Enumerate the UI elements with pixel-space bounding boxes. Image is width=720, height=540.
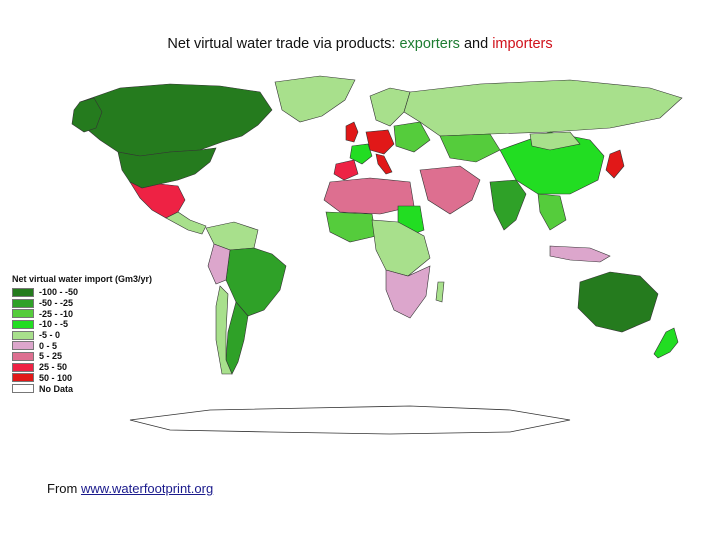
legend-item: -10 - -5 [12, 319, 152, 330]
central-europe-region [365, 129, 395, 155]
legend-item: No Data [12, 383, 152, 394]
southeast-asia-region [537, 193, 567, 231]
legend-label: -50 - -25 [39, 298, 74, 309]
legend-swatch [12, 351, 34, 361]
chile-region [215, 285, 233, 375]
italy-region [375, 153, 393, 175]
peru-region [207, 243, 231, 285]
legend-swatch [12, 287, 34, 297]
legend-label: -5 - 0 [39, 330, 61, 341]
legend-swatch [12, 341, 34, 351]
legend-label: -100 - -50 [39, 287, 79, 298]
source-link[interactable]: www.waterfootprint.org [80, 481, 214, 496]
legend-swatch [12, 298, 34, 308]
alaska-region [71, 97, 103, 133]
legend-item: -25 - -10 [12, 308, 152, 319]
legend-label: 25 - 50 [39, 362, 68, 373]
slide-title: Net virtual water trade via products: ex… [0, 36, 720, 52]
legend-label: 5 - 25 [39, 351, 63, 362]
middle-east-region [419, 165, 481, 215]
india-region [489, 179, 527, 231]
canada-region [79, 83, 273, 157]
title-exporters: exporters [399, 36, 460, 52]
legend-label: -10 - -5 [39, 319, 69, 330]
map-legend: Net virtual water import (Gm3/yr) -100 -… [12, 274, 152, 394]
legend-label: No Data [39, 383, 74, 394]
france-region [349, 143, 373, 165]
legend-swatch [12, 362, 34, 372]
legend-item: -5 - 0 [12, 330, 152, 341]
legend-title: Net virtual water import (Gm3/yr) [12, 274, 153, 284]
legend-item: -50 - -25 [12, 298, 152, 309]
legend-rows: -100 - -50 -50 - -25 -25 - -10 -10 - -5 -5 -… [12, 287, 152, 394]
russia-region [403, 79, 683, 137]
eastern-europe-region [393, 121, 431, 153]
legend-swatch [12, 384, 34, 394]
japan-region [605, 149, 625, 179]
footer-prefix: From [47, 481, 78, 496]
mexico-region [129, 181, 186, 219]
legend-swatch [12, 309, 34, 319]
scandinavia-region [369, 87, 411, 127]
west-africa-region [325, 211, 377, 243]
legend-item: -100 - -50 [12, 287, 152, 298]
legend-swatch [12, 373, 34, 383]
title-prefix: Net virtual water trade via products: [167, 36, 396, 52]
new-zealand-region [653, 327, 679, 359]
source-footer: From www.waterfootprint.org [47, 481, 213, 496]
legend-label: -25 - -10 [39, 308, 74, 319]
legend-item: 5 - 25 [12, 351, 152, 362]
legend-label: 50 - 100 [39, 372, 73, 383]
legend-swatch [12, 319, 34, 329]
iberia-region [333, 159, 359, 181]
antarctica-region [129, 405, 571, 435]
legend-item: 50 - 100 [12, 373, 152, 384]
world-map [71, 75, 683, 435]
central-america-region [165, 211, 207, 235]
title-importers: importers [492, 36, 553, 52]
southern-africa-region [385, 265, 431, 319]
mongolia-region [529, 131, 581, 151]
title-and: and [463, 36, 489, 52]
legend-item: 0 - 5 [12, 340, 152, 351]
argentina-region [225, 301, 249, 375]
kazakhstan-region [439, 133, 501, 163]
brazil-region [225, 247, 287, 317]
uk-region [345, 121, 359, 143]
central-africa-region [371, 219, 431, 277]
greenland-region [274, 75, 356, 123]
indonesia-region [549, 245, 611, 263]
madagascar-region [435, 281, 445, 303]
australia-region [577, 271, 659, 333]
north-africa-region [323, 177, 415, 215]
legend-swatch [12, 330, 34, 340]
legend-label: 0 - 5 [39, 340, 58, 351]
legend-item: 25 - 50 [12, 362, 152, 373]
